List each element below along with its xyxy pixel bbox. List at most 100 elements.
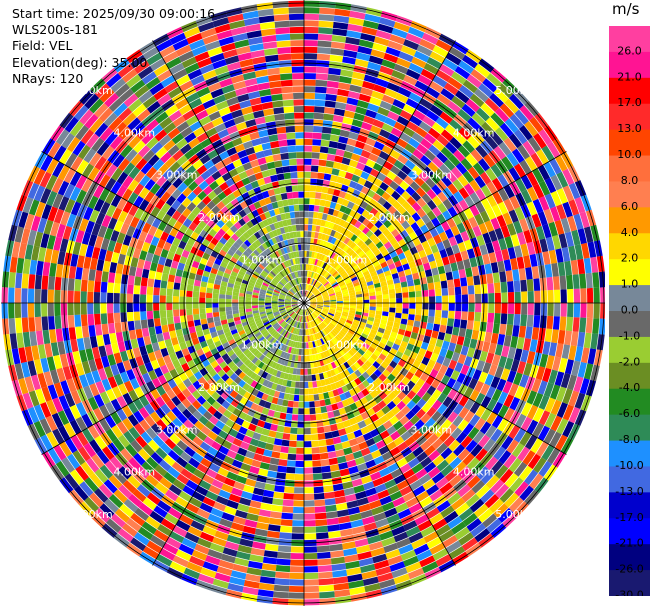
gate xyxy=(457,174,469,187)
gate xyxy=(173,316,181,324)
gate xyxy=(304,13,320,21)
gate xyxy=(210,250,219,259)
gate xyxy=(47,447,61,465)
gate xyxy=(106,518,122,533)
gate xyxy=(307,292,312,298)
gate xyxy=(331,281,338,287)
gate xyxy=(319,597,336,605)
gate xyxy=(316,420,324,427)
gate xyxy=(318,439,327,447)
gate xyxy=(280,525,293,533)
gate xyxy=(365,249,373,257)
gate xyxy=(327,288,334,293)
gate xyxy=(172,445,184,457)
gate xyxy=(295,218,300,225)
gate xyxy=(24,376,35,393)
gate xyxy=(153,303,160,311)
gate xyxy=(183,218,193,228)
gate xyxy=(507,281,514,293)
gate xyxy=(24,346,34,362)
gate xyxy=(348,465,359,475)
gate xyxy=(452,179,464,191)
gate xyxy=(322,478,333,486)
gate xyxy=(251,209,260,218)
gate xyxy=(305,322,307,329)
gate xyxy=(355,490,367,500)
gate xyxy=(205,127,218,138)
gate xyxy=(292,265,296,272)
gate xyxy=(257,369,265,377)
gate xyxy=(256,405,264,414)
gate xyxy=(267,326,274,332)
gate xyxy=(547,289,554,303)
gate xyxy=(316,295,322,299)
gate xyxy=(329,293,336,297)
gate xyxy=(361,475,373,485)
gate xyxy=(40,402,52,418)
gate xyxy=(279,328,285,335)
gate xyxy=(160,280,168,289)
gate xyxy=(154,246,163,257)
gate xyxy=(345,215,354,224)
gate xyxy=(449,137,462,150)
gate xyxy=(309,295,315,300)
gate xyxy=(226,147,237,157)
gate xyxy=(174,275,182,284)
gate xyxy=(175,519,191,532)
gate xyxy=(306,270,310,277)
gate xyxy=(178,543,195,556)
gate xyxy=(241,420,251,429)
gate xyxy=(271,297,278,301)
gate xyxy=(196,348,205,357)
gate xyxy=(299,342,302,349)
gate xyxy=(316,239,321,246)
gate xyxy=(304,368,308,375)
gate xyxy=(94,507,111,523)
gate xyxy=(245,341,253,349)
gate xyxy=(304,460,313,468)
gate xyxy=(294,388,300,395)
gate xyxy=(316,532,329,540)
gate xyxy=(292,231,298,238)
gate xyxy=(247,408,256,417)
gate xyxy=(142,149,155,162)
gate xyxy=(207,317,214,324)
gate xyxy=(148,351,157,362)
gate xyxy=(155,447,168,460)
gate xyxy=(278,206,285,214)
gate xyxy=(295,460,304,468)
gate xyxy=(157,524,173,537)
gate xyxy=(371,147,382,157)
gate xyxy=(128,204,139,217)
gate xyxy=(261,455,272,464)
gate xyxy=(407,567,425,580)
gate xyxy=(423,62,439,75)
gate xyxy=(169,531,185,544)
gate xyxy=(207,219,216,229)
gate xyxy=(285,126,295,133)
gate xyxy=(309,314,313,321)
gate xyxy=(75,362,85,377)
gate xyxy=(280,351,286,358)
gate xyxy=(230,271,238,277)
gate xyxy=(232,303,239,307)
gate xyxy=(311,225,317,232)
gate xyxy=(351,478,363,487)
gate xyxy=(181,573,198,586)
gate xyxy=(137,258,145,269)
gate xyxy=(80,129,95,145)
gate xyxy=(185,258,194,267)
gate xyxy=(231,364,239,373)
gate xyxy=(281,270,287,277)
gate xyxy=(122,264,130,276)
gate xyxy=(279,308,286,311)
gate xyxy=(491,204,502,218)
velocity-gates xyxy=(1,0,605,606)
gate xyxy=(352,244,360,252)
gate xyxy=(415,160,427,171)
gate xyxy=(282,322,288,329)
gate xyxy=(314,291,321,296)
gate xyxy=(227,237,236,245)
gate xyxy=(363,143,374,153)
gate xyxy=(298,395,304,402)
